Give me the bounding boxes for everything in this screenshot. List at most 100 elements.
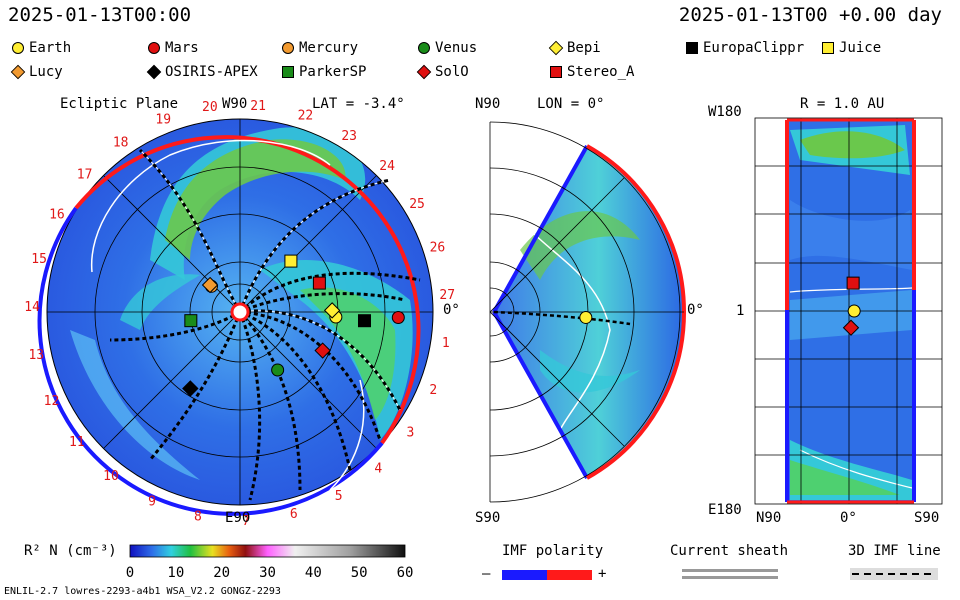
sector-label: 10 — [103, 469, 119, 484]
imf-plus-label: + — [598, 566, 607, 582]
sector-label: 12 — [44, 394, 60, 409]
legend-item-venus: Venus — [418, 40, 477, 56]
legend-label: Venus — [435, 40, 478, 56]
sector-label: 25 — [409, 197, 425, 212]
circle-icon — [12, 42, 24, 54]
imf-positive-swatch — [547, 570, 592, 580]
marker-earth — [579, 310, 593, 324]
meridional-lon: LON = 0° — [537, 96, 605, 112]
legend-item-lucy: Lucy — [10, 64, 63, 80]
sector-label: 9 — [148, 495, 156, 510]
legend-label: EuropaClippr — [703, 40, 805, 56]
legend-item-parkersp: ParkerSP — [282, 64, 366, 80]
colorbar — [129, 544, 406, 558]
sector-label: 23 — [341, 129, 357, 144]
square-icon — [550, 66, 562, 78]
legend-item-osiris-apex: OSIRIS-APEX — [146, 64, 258, 80]
colorbar-tick-label: 50 — [351, 565, 368, 581]
right-timestamp: 2025-01-13T00 +0.00 day — [678, 4, 942, 26]
marker-juice — [284, 254, 298, 268]
legend-label: Juice — [839, 40, 882, 56]
synoptic-bottom-left: E180 — [708, 502, 742, 518]
synoptic-mid-left: 1 — [736, 303, 745, 319]
ecliptic-right-label: 0° — [443, 302, 460, 318]
legend-label: SolO — [435, 64, 469, 80]
marker-stereo-a — [846, 276, 860, 290]
marker-bepi — [323, 302, 341, 319]
legend-label: ParkerSP — [299, 64, 367, 80]
synoptic-radius: R = 1.0 AU — [800, 96, 885, 112]
sector-label: 16 — [49, 207, 65, 222]
legend-label: Lucy — [29, 64, 63, 80]
square-icon — [282, 66, 294, 78]
imf-negative-swatch — [502, 570, 547, 580]
square-icon — [686, 42, 698, 54]
colorbar-tick-label: 30 — [259, 565, 276, 581]
marker-stereo-a — [312, 276, 326, 290]
meridional-top-label: N90 — [475, 96, 501, 112]
ecliptic-title: Ecliptic Plane — [60, 96, 179, 112]
imf-line-label: 3D IMF line — [848, 543, 941, 559]
colorbar-tick-label: 0 — [126, 565, 134, 581]
sector-label: 19 — [155, 113, 171, 128]
marker-mars — [391, 311, 405, 325]
sector-label: 1 — [442, 336, 450, 351]
colorbar-label: R² N (cm⁻³) — [24, 543, 117, 559]
sector-label: 7 — [242, 514, 250, 529]
sector-label: 22 — [298, 109, 314, 124]
imf-polarity-label: IMF polarity — [502, 543, 604, 559]
synoptic-top-left: W180 — [708, 104, 742, 120]
synoptic-panel — [754, 117, 943, 505]
sector-label: 18 — [113, 136, 129, 151]
legend-label: Earth — [29, 40, 72, 56]
legend-label: Bepi — [567, 40, 601, 56]
marker-venus — [271, 363, 285, 377]
ecliptic-lat: LAT = -3.4° — [312, 96, 405, 112]
legend-item-europaclippr: EuropaClippr — [686, 40, 804, 56]
synoptic-axis-s90: S90 — [914, 510, 940, 526]
circle-icon — [148, 42, 160, 54]
ecliptic-top-label: W90 — [222, 96, 248, 112]
ecliptic-bodies — [182, 254, 405, 397]
sector-label: 2 — [429, 383, 437, 398]
legend-item-stereo-a: Stereo_A — [550, 64, 634, 80]
sector-label: 15 — [31, 252, 47, 267]
circle-icon — [282, 42, 294, 54]
synoptic-axis-n90: N90 — [756, 510, 782, 526]
legend-item-bepi: Bepi — [548, 40, 601, 56]
legend-label: Stereo_A — [567, 64, 635, 80]
sector-label: 11 — [69, 435, 85, 450]
circle-icon — [418, 42, 430, 54]
current-sheath-label: Current sheath — [670, 543, 789, 559]
marker-earth — [847, 304, 861, 318]
sector-label: 3 — [406, 425, 414, 440]
marker-osiris-apex — [182, 380, 199, 397]
sector-label: 21 — [250, 99, 266, 114]
legend-item-mercury: Mercury — [282, 40, 358, 56]
square-icon — [822, 42, 834, 54]
meridional-bodies — [579, 310, 593, 324]
sector-label: 17 — [77, 168, 93, 183]
colorbar-tick-label: 10 — [167, 565, 184, 581]
legend-item-earth: Earth — [12, 40, 71, 56]
marker-solo — [314, 342, 331, 359]
marker-europaclippr — [357, 314, 371, 328]
legend-item-solo: SolO — [416, 64, 469, 80]
sector-label: 4 — [374, 461, 382, 476]
sector-label: 27 — [439, 288, 455, 303]
sector-label: 5 — [335, 489, 343, 504]
colorbar-ticks: 0 10 20 30 40 50 60 — [126, 565, 414, 581]
legend-item-mars: Mars — [148, 40, 199, 56]
legend-label: Mars — [165, 40, 199, 56]
sector-label: 6 — [290, 507, 298, 522]
synoptic-bodies — [842, 276, 861, 336]
colorbar-tick-label: 40 — [305, 565, 322, 581]
colorbar-tick-label: 60 — [397, 565, 414, 581]
sector-label: 14 — [24, 300, 40, 315]
left-timestamp: 2025-01-13T00:00 — [8, 4, 192, 26]
sector-label: 8 — [194, 510, 202, 525]
legend-label: OSIRIS-APEX — [165, 64, 258, 80]
meridional-right-label: 0° — [687, 302, 704, 318]
